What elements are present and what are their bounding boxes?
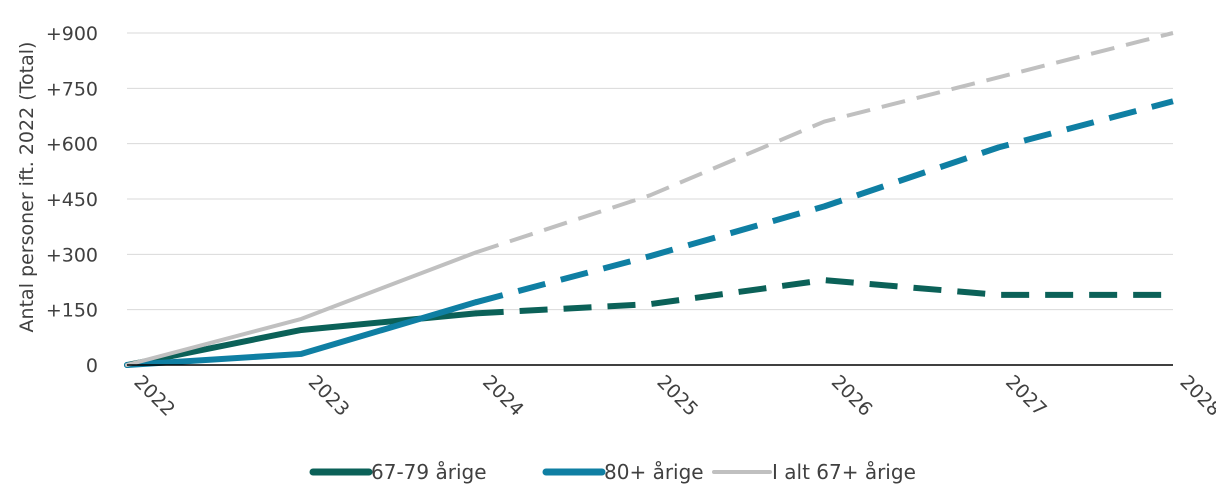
x-tick-label: 2022	[129, 371, 179, 421]
x-tick-label: 2023	[304, 371, 354, 421]
series-line	[124, 310, 479, 368]
legend-label: 67-79 årige	[371, 460, 487, 484]
y-tick-label: +450	[46, 189, 98, 211]
y-tick-label: +300	[46, 244, 98, 266]
legend: 67-79 årige 80+ årige I alt 67+ årige	[309, 460, 916, 484]
y-tick-label: +900	[46, 23, 98, 45]
x-tick-label: 2028	[1175, 371, 1216, 421]
y-axis-label: Antal personer ift. 2022 (Total)	[16, 42, 38, 333]
series-line-projected	[475, 277, 1173, 317]
y-tick-label: 0	[86, 355, 98, 377]
x-tick-label: 2026	[827, 371, 877, 421]
x-tick-label: 2027	[1001, 371, 1051, 421]
x-tick-label: 2025	[652, 371, 702, 421]
series-line-projected	[474, 98, 1174, 306]
x-tick-labels: 2022 2023 2024 2025 2026 2027 2028	[129, 371, 1216, 421]
series-lines	[124, 31, 1174, 368]
y-tick-labels: 0 +150 +300 +450 +600 +750 +900	[46, 23, 98, 377]
series-line	[125, 250, 478, 367]
legend-label: 80+ årige	[604, 460, 704, 484]
gridlines	[127, 32, 1173, 311]
series-line-projected	[475, 31, 1174, 255]
y-tick-label: +600	[46, 134, 98, 156]
y-tick-label: +750	[46, 78, 98, 100]
series-line	[124, 299, 479, 368]
x-tick-label: 2024	[478, 371, 528, 421]
legend-label: I alt 67+ årige	[772, 460, 916, 484]
y-tick-label: +150	[46, 300, 98, 322]
